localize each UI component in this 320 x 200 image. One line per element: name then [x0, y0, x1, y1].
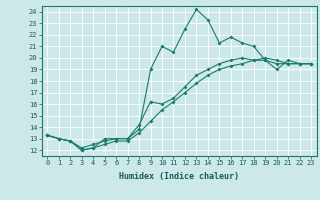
X-axis label: Humidex (Indice chaleur): Humidex (Indice chaleur)	[119, 172, 239, 181]
